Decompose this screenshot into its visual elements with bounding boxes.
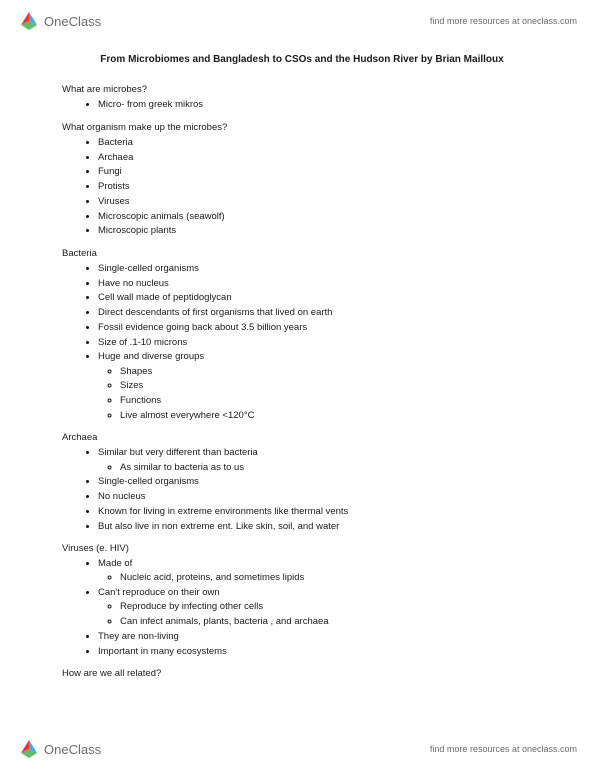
section-heading: Bacteria [62,247,542,261]
list-item: Similar but very different than bacteria… [98,446,542,475]
brand-footer: OneClass [18,738,101,760]
bullet-list: Single-celled organismsHave no nucleusCe… [62,262,542,423]
page-footer: OneClass find more resources at oneclass… [0,734,595,764]
section: What are microbes?Micro- from greek mikr… [62,83,542,113]
sub-list-item: Functions [120,394,542,408]
sub-bullet-list: ShapesSizesFunctionsLive almost everywhe… [98,365,542,424]
section: What organism make up the microbes?Bacte… [62,121,542,239]
list-item: They are non-living [98,630,542,644]
section-heading: Archaea [62,431,542,445]
list-item: Size of .1-10 microns [98,336,542,350]
document-title: From Microbiomes and Bangladesh to CSOs … [62,52,542,67]
bullet-list: Similar but very different than bacteria… [62,446,542,534]
sub-list-item: Sizes [120,379,542,393]
list-item: Micro- from greek mikros [98,98,542,112]
brand-name: OneClass [44,14,101,29]
brand-name-footer: OneClass [44,742,101,757]
list-item: Huge and diverse groupsShapesSizesFuncti… [98,350,542,423]
document-content: From Microbiomes and Bangladesh to CSOs … [62,52,542,687]
section: How are we all related? [62,667,542,681]
section: BacteriaSingle-celled organismsHave no n… [62,247,542,424]
list-item: Microscopic animals (seawolf) [98,210,542,224]
sub-bullet-list: Nucleic acid, proteins, and sometimes li… [98,571,542,585]
sub-bullet-list: Reproduce by infecting other cellsCan in… [98,600,542,629]
list-item: Important in many ecosystems [98,645,542,659]
brand: OneClass [18,10,101,32]
brand-logo-icon [18,10,40,32]
footer-tagline: find more resources at oneclass.com [430,744,577,754]
sub-bullet-list: As similar to bacteria as to us [98,461,542,475]
brand-logo-icon [18,738,40,760]
sub-list-item: Nucleic acid, proteins, and sometimes li… [120,571,542,585]
header-tagline: find more resources at oneclass.com [430,16,577,26]
list-item: Fossil evidence going back about 3.5 bil… [98,321,542,335]
list-item: Direct descendants of first organisms th… [98,306,542,320]
bullet-list: Made ofNucleic acid, proteins, and somet… [62,557,542,659]
list-item: No nucleus [98,490,542,504]
list-item: Archaea [98,151,542,165]
sub-list-item: Shapes [120,365,542,379]
sub-list-item: Reproduce by infecting other cells [120,600,542,614]
list-item: Cell wall made of peptidoglycan [98,291,542,305]
section: Viruses (e. HIV)Made ofNucleic acid, pro… [62,542,542,659]
list-item: Single-celled organisms [98,475,542,489]
list-item: Protists [98,180,542,194]
list-item: Bacteria [98,136,542,150]
bullet-list: BacteriaArchaeaFungiProtistsVirusesMicro… [62,136,542,239]
list-item: Made ofNucleic acid, proteins, and somet… [98,557,542,586]
list-item: Have no nucleus [98,277,542,291]
sub-list-item: Live almost everywhere <120°C [120,409,542,423]
list-item: Single-celled organisms [98,262,542,276]
section-heading: What are microbes? [62,83,542,97]
list-item: But also live in non extreme ent. Like s… [98,520,542,534]
page-header: OneClass find more resources at oneclass… [0,6,595,36]
sub-list-item: Can infect animals, plants, bacteria , a… [120,615,542,629]
section-heading: What organism make up the microbes? [62,121,542,135]
list-item: Fungi [98,165,542,179]
list-item: Viruses [98,195,542,209]
list-item: Microscopic plants [98,224,542,238]
bullet-list: Micro- from greek mikros [62,98,542,112]
section-heading: Viruses (e. HIV) [62,542,542,556]
list-item: Can't reproduce on their ownReproduce by… [98,586,542,629]
section: ArchaeaSimilar but very different than b… [62,431,542,534]
sub-list-item: As similar to bacteria as to us [120,461,542,475]
list-item: Known for living in extreme environments… [98,505,542,519]
section-heading: How are we all related? [62,667,542,681]
